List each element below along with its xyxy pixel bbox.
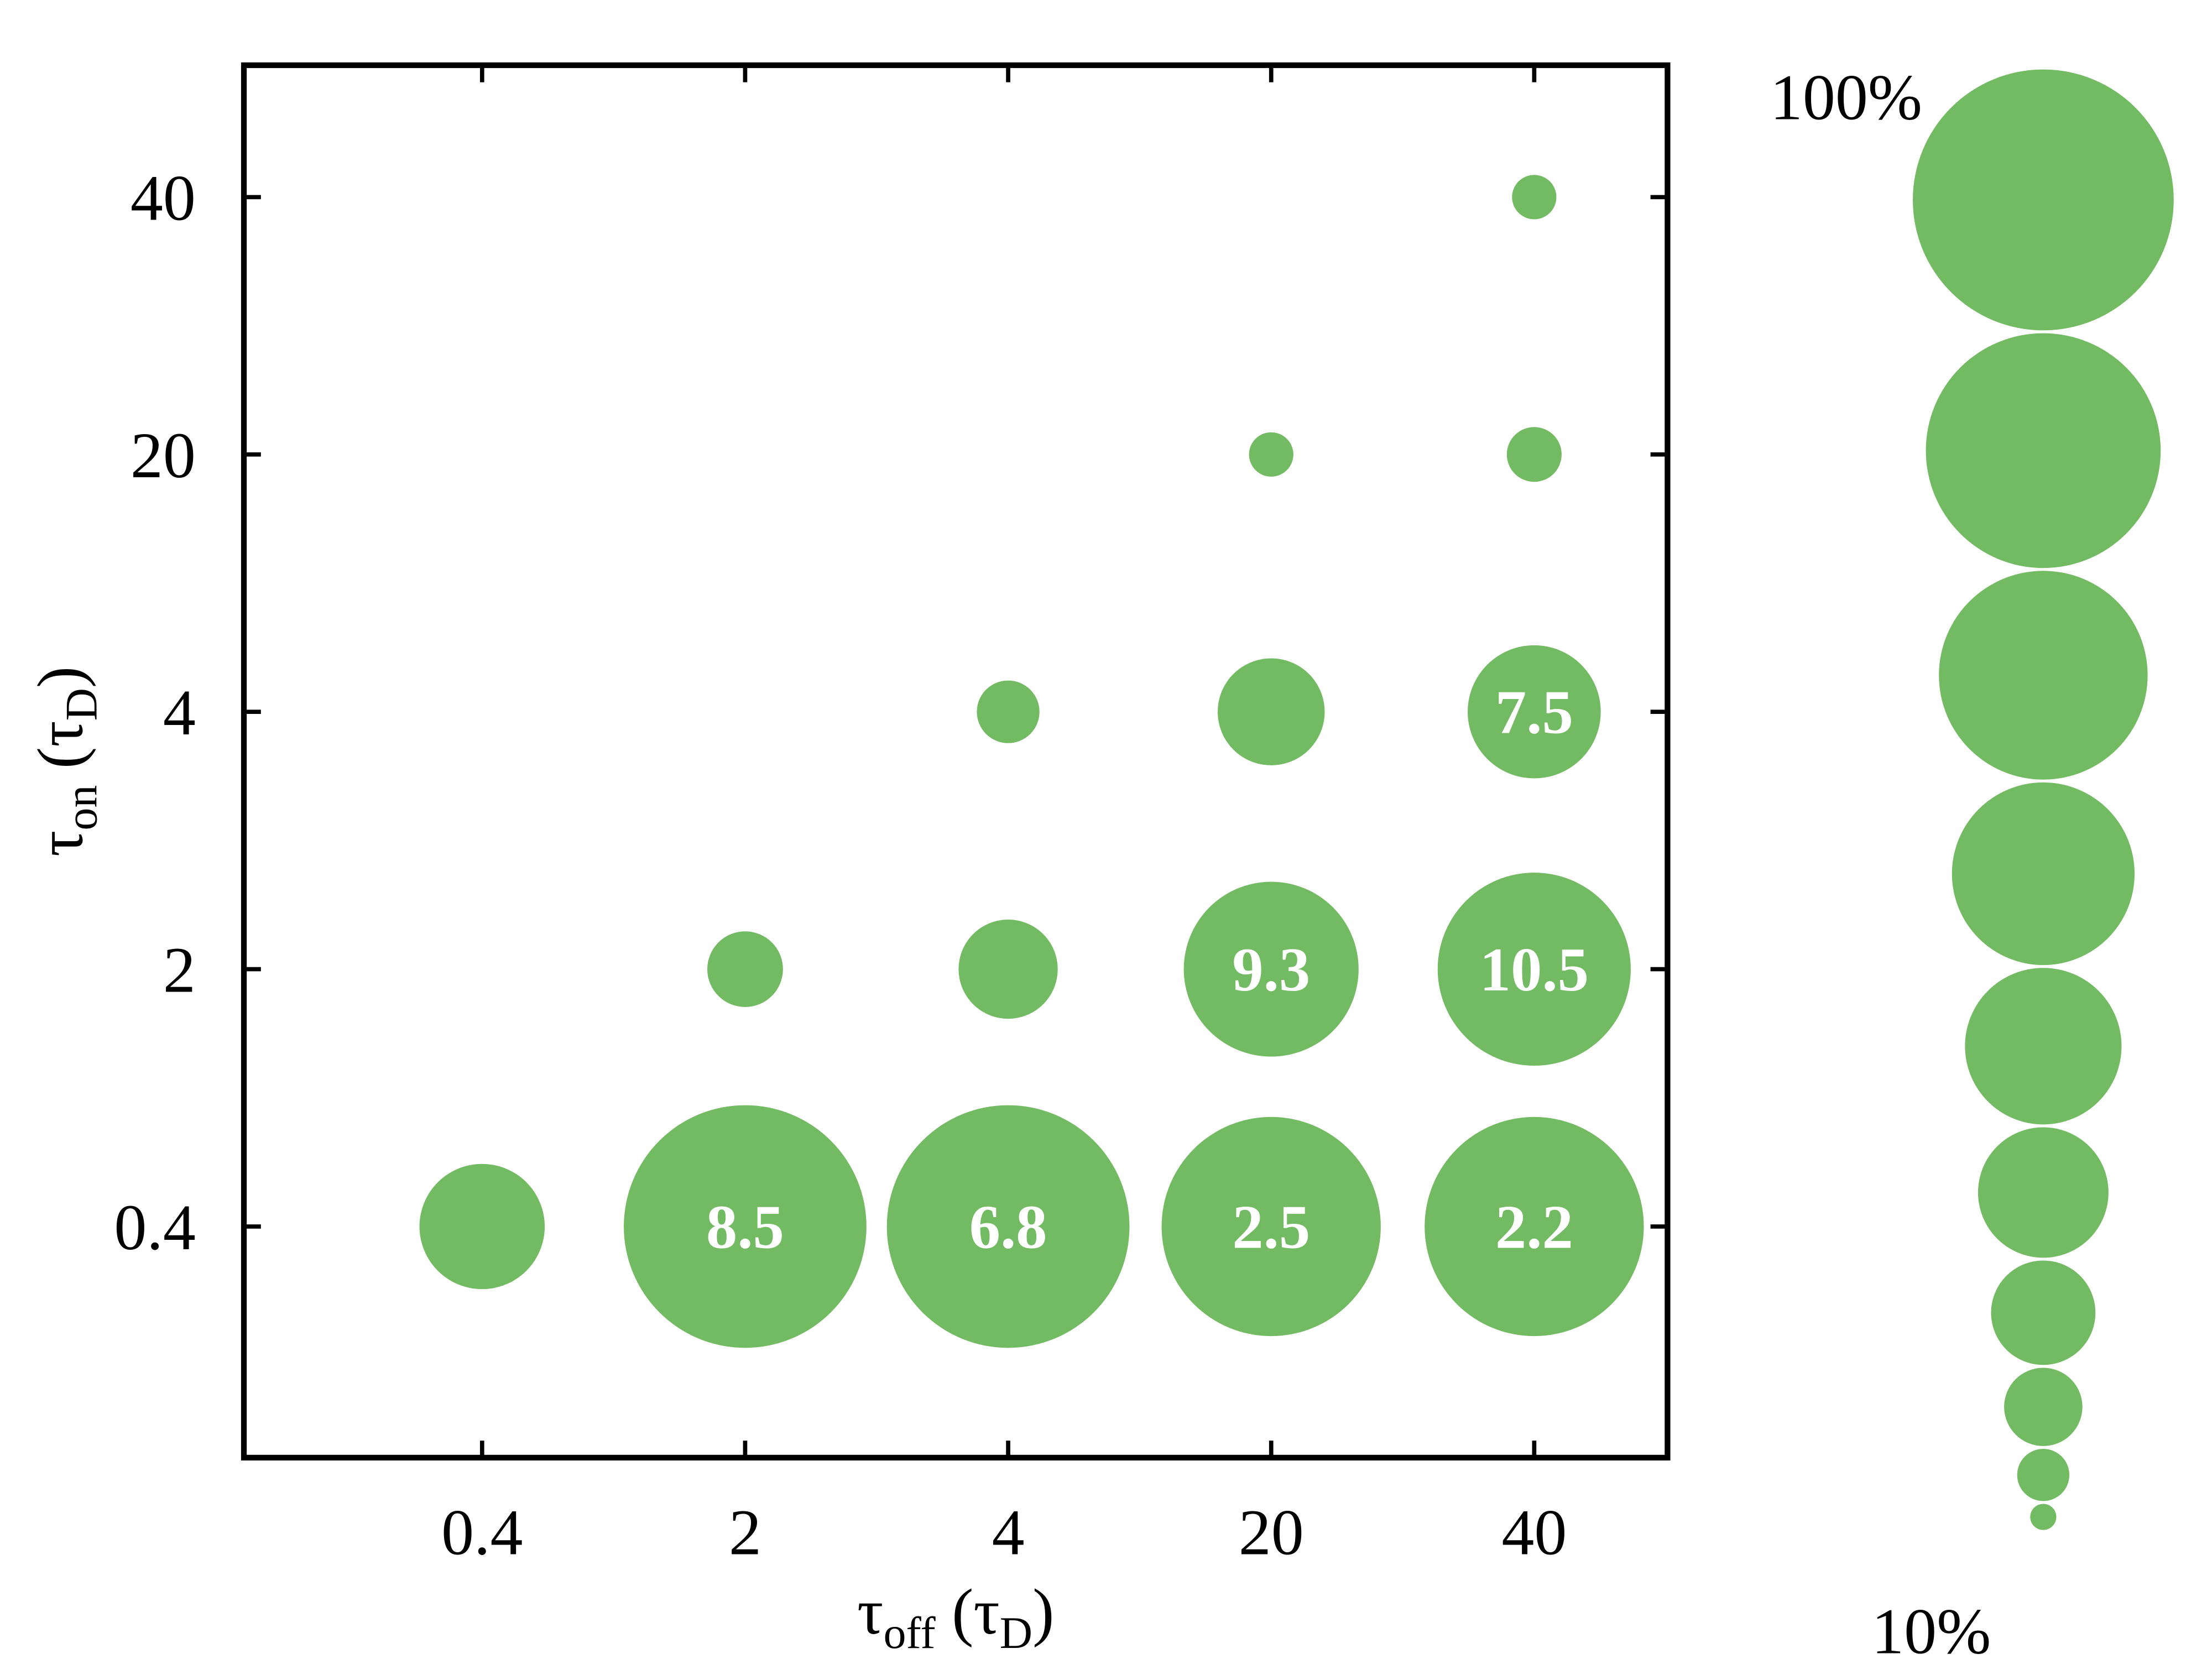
bubble [977,680,1040,743]
bubble [1506,427,1562,482]
x-tick-label: 2 [729,1496,761,1568]
bubble [1437,873,1631,1066]
y-axis-label-part: D [56,688,106,721]
y-tick-label: 2 [163,934,196,1006]
legend-bubble [1991,1260,2096,1365]
bubble [624,1105,867,1348]
bubble [1425,1117,1644,1337]
legend-bubble [2017,1448,2070,1501]
bubble [419,1164,545,1290]
y-tick-label: 40 [131,161,196,234]
bubble-label: 8.5 [706,1192,784,1261]
y-tick-label: 20 [131,419,196,492]
legend-bubble [1912,69,2174,331]
bubble [958,919,1058,1019]
x-tick-label: 20 [1239,1496,1304,1568]
bubble-label: 2.5 [1232,1192,1310,1261]
x-axis-label-part: ) [1032,1575,1054,1648]
y-tick-label: 4 [163,676,196,749]
legend-bubble [1939,571,2148,780]
y-axis-label-part: τ [24,831,97,857]
legend-bubble [1952,782,2135,966]
legend-bubble [1965,968,2122,1125]
y-axis-label-part: ) [24,666,97,688]
x-axis-label: τoff (τD) [857,1575,1054,1658]
x-tick-label: 0.4 [441,1496,523,1568]
x-axis-label-part: (τ [936,1575,1000,1648]
y-axis-label: τon (τD) [24,666,107,857]
legend-bubble [1926,333,2161,568]
bubble [1161,1117,1381,1337]
y-tick-label: 0.4 [114,1191,195,1264]
y-axis-label-part: on [56,785,106,831]
bubble [886,1105,1130,1348]
bubble-label: 2.2 [1495,1192,1573,1261]
x-axis-label-part: off [883,1607,936,1657]
legend-max-label: 100% [1770,61,1922,133]
bubble [1218,658,1325,765]
bubble [707,931,783,1007]
bubble-label: 7.5 [1495,678,1573,747]
bubble [1183,881,1359,1057]
y-axis-label-part: (τ [24,721,97,785]
bubble-label: 10.5 [1480,935,1589,1004]
legend-bubble [2030,1504,2057,1530]
x-axis-label-part: τ [857,1575,883,1648]
x-tick-label: 4 [992,1496,1025,1568]
bubble [1468,645,1601,779]
legend-min-label: 10% [1871,1595,1991,1659]
bubble [1512,175,1557,220]
bubble-label: 6.8 [969,1192,1047,1261]
x-tick-label: 40 [1501,1496,1567,1568]
legend-bubble [2004,1368,2083,1446]
plot-frame [241,62,1671,1461]
bubble [1249,432,1293,477]
bubble-label: 9.3 [1232,935,1310,1004]
x-axis-label-part: D [1000,1607,1032,1657]
legend-bubble [1978,1127,2109,1258]
